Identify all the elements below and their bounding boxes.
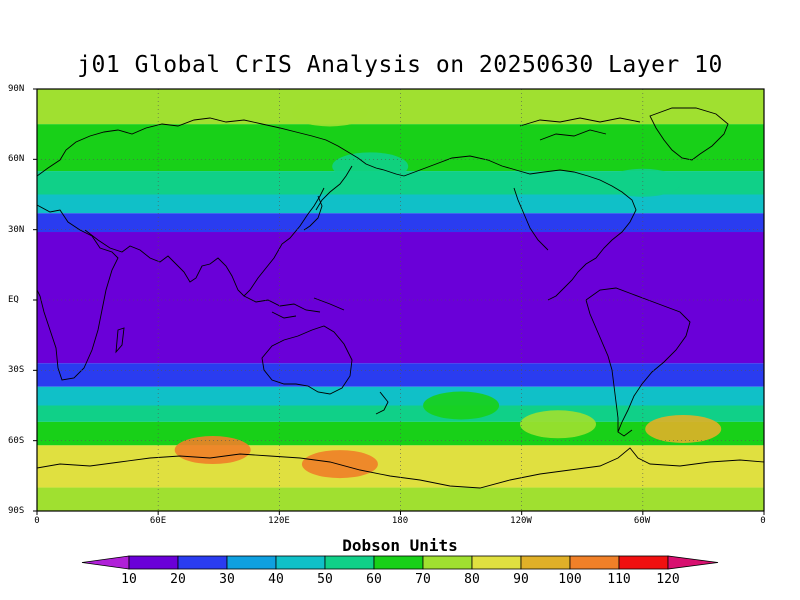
lon-label: 60E [149,516,167,526]
colorbar-tick-label: 120 [656,572,680,587]
colorbar-segment [226,555,277,570]
ozone-field [37,89,764,511]
ozone-band [37,445,764,488]
lon-label: 120E [268,516,290,526]
colorbar-tick-label: 80 [464,572,480,587]
colorbar-segment [324,555,375,570]
ozone-feature [423,391,500,420]
lon-label: 0 [760,516,766,526]
ozone-band [37,89,764,125]
colorbar-tick-label: 40 [268,572,284,587]
lat-label: 30S [8,365,25,375]
colorbar-tick-label: 70 [415,572,431,587]
colorbar-segment [471,555,522,570]
colorbar-min-arrow [81,555,130,570]
lat-label: 60N [8,154,25,164]
colorbar-title: Dobson Units [342,536,458,555]
colorbar-tick-label: 100 [558,572,582,587]
ozone-band [37,194,764,214]
colorbar-segment [373,555,424,570]
colorbar-segment [422,555,473,570]
colorbar-segment [177,555,228,570]
colorbar-tick-label: 110 [607,572,631,587]
lat-label: 60S [8,436,25,446]
lat-label: EQ [8,295,19,305]
ozone-feature [645,414,722,443]
colorbar-tick-label: 90 [513,572,529,587]
colorbar-segment [618,555,669,570]
lon-label: 0 [34,516,40,526]
lat-label: 30N [8,225,25,235]
ozone-band [37,213,764,233]
axis-ticks [33,88,765,515]
ozone-feature [291,98,368,127]
ozone-band [37,363,764,387]
colorbar-max-arrow [667,555,719,570]
coastlines [37,107,764,489]
ozone-feature [604,168,681,197]
lon-label: 120W [510,516,532,526]
ozone-feature [332,152,409,181]
colorbar-segment [275,555,326,570]
ozone-band [37,171,764,195]
colorbar-segment [128,555,179,570]
colorbar [81,555,719,570]
figure-title: j01 Global CrIS Analysis on 20250630 Lay… [77,52,723,78]
colorbar-tick-label: 50 [317,572,333,587]
colorbar-tick-label: 20 [170,572,186,587]
colorbar-segment [569,555,620,570]
lon-label: 60W [633,516,651,526]
colorbar-tick-label: 10 [121,572,137,587]
lat-label: 90S [8,506,25,516]
colorbar-segment [520,555,571,570]
lat-label: 90N [8,84,25,94]
ozone-band [37,386,764,406]
ozone-feature [301,450,378,479]
lon-label: 180 [391,516,409,526]
colorbar-tick-label: 60 [366,572,382,587]
ozone-feature [174,436,251,465]
ozone-feature [520,410,597,439]
ozone-band [37,487,764,511]
colorbar-tick-label: 30 [219,572,235,587]
